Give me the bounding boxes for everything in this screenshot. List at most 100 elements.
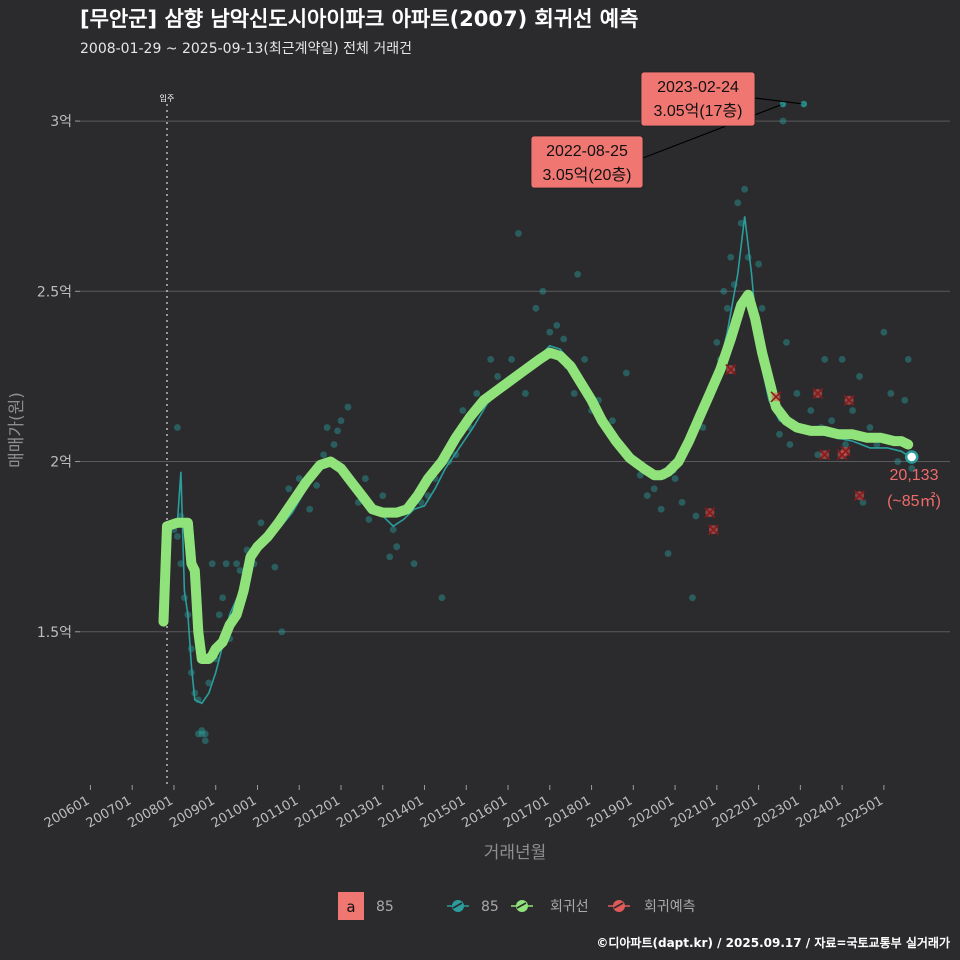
trade-point [313, 481, 321, 489]
move-in-label: 입주 [160, 94, 175, 103]
trade-point [365, 516, 373, 523]
prediction-cross [843, 394, 855, 406]
chart-title: [무안군] 삼향 남악신도시아이파크 아파트(2007) 회귀선 예측 [80, 7, 638, 31]
x-tick-label: 200601 [42, 793, 92, 831]
trade-point [174, 533, 181, 540]
trade-point [257, 519, 265, 527]
x-axis-ticks: 2006012007012008012009012010012011012012… [42, 785, 886, 831]
trade-point [894, 458, 902, 465]
x-tick-label: 201501 [418, 793, 468, 831]
legend-prediction-label: 회귀예측 [644, 899, 696, 915]
trade-point [306, 505, 314, 513]
last-point-area: (~85㎡) [887, 492, 941, 510]
legend-prediction-slash [613, 902, 624, 909]
trade-point [671, 475, 679, 482]
trade-point [908, 464, 916, 472]
source-caption: ©디아파트(dapt.kr) / 2025.09.17 / 자료=국토교통부 실… [596, 935, 950, 950]
callout-box [640, 71, 756, 127]
callout-leader [642, 103, 784, 159]
trade-point [215, 611, 223, 619]
prediction-cross [704, 507, 716, 519]
trade-point [741, 185, 749, 193]
trade-point [783, 338, 790, 346]
x-tick-label: 201101 [251, 793, 301, 831]
trade-point [233, 560, 241, 568]
trade-point [539, 287, 547, 295]
trade-point [278, 628, 286, 636]
trade-point [361, 475, 369, 482]
legend-size-key [338, 892, 364, 920]
trade-point [720, 287, 728, 295]
trade-point [727, 253, 735, 261]
trade-point [699, 424, 707, 431]
callout-price: 3.05억(17층) [653, 102, 742, 120]
legend-85-slash [452, 902, 463, 909]
trade-point [459, 407, 467, 414]
trade-point [814, 451, 822, 459]
trade-point [295, 475, 303, 482]
legend-regression-slash [516, 902, 527, 909]
y-axis-ticks: 1.5억 2억 2.5억 3억 [37, 114, 80, 641]
trade-point [208, 560, 216, 568]
trade-point [198, 730, 206, 738]
trade-point [323, 424, 331, 431]
trade-point [723, 304, 731, 312]
trade-point [622, 369, 630, 377]
chart-subtitle: 2008-01-29 ~ 2025-09-13(최근계약일) 전체 거래건 [80, 41, 412, 57]
trade-point [271, 563, 279, 571]
trade-point [337, 417, 345, 425]
trade-point [174, 424, 181, 431]
trade-point [636, 471, 644, 479]
x-tick-label: 200701 [84, 793, 134, 831]
x-tick-label: 200801 [125, 793, 175, 831]
trade-point [657, 505, 665, 513]
x-tick-label: 202201 [710, 793, 760, 831]
trade-point [779, 117, 787, 125]
x-axis-title: 거래년월 [484, 843, 547, 863]
trade-point [664, 550, 672, 557]
trade-point [866, 424, 874, 431]
x-tick-label: 201001 [209, 793, 259, 831]
legend-size-letter: a [346, 898, 355, 916]
trade-point [560, 335, 568, 343]
gridlines [80, 120, 950, 633]
trade-point [692, 512, 700, 520]
trade-point [880, 328, 888, 336]
x-tick-label: 201301 [334, 793, 384, 831]
trade-point [609, 417, 616, 425]
x-tick-label: 202101 [668, 793, 718, 831]
trade-point [393, 543, 401, 551]
x-tick-label: 201601 [460, 793, 510, 831]
trade-point [887, 390, 895, 397]
trade-point [574, 270, 582, 278]
trade-point [570, 390, 578, 397]
regression-line [158, 289, 914, 664]
y-tick-label: 2.5억 [37, 284, 72, 300]
trade-point [198, 727, 206, 734]
trade-point [807, 407, 815, 414]
trade-point [734, 199, 742, 207]
trade-point [194, 730, 202, 738]
trade-point [581, 356, 588, 363]
trade-point [515, 230, 522, 237]
y-tick-label: 2억 [50, 455, 72, 471]
trade-point [473, 390, 481, 397]
trade-point [201, 730, 209, 738]
last-point: 20,133 (~85㎡) [887, 450, 941, 510]
trade-point [643, 492, 651, 499]
trade-point [553, 321, 561, 329]
trade-point [849, 407, 856, 414]
callout-point [800, 101, 807, 108]
trade-point [689, 594, 696, 602]
x-tick-label: 201401 [376, 793, 426, 831]
prediction-cross [840, 445, 852, 457]
x-tick-label: 202401 [794, 793, 844, 831]
y-tick-label: 1.5억 [37, 625, 72, 641]
prediction-points [704, 364, 866, 536]
trade-point [758, 304, 766, 312]
trade-point [201, 737, 209, 745]
y-axis-title: 매매가(원) [7, 392, 27, 468]
trade-point [859, 499, 867, 506]
callout-date: 2023-02-24 [657, 79, 739, 96]
